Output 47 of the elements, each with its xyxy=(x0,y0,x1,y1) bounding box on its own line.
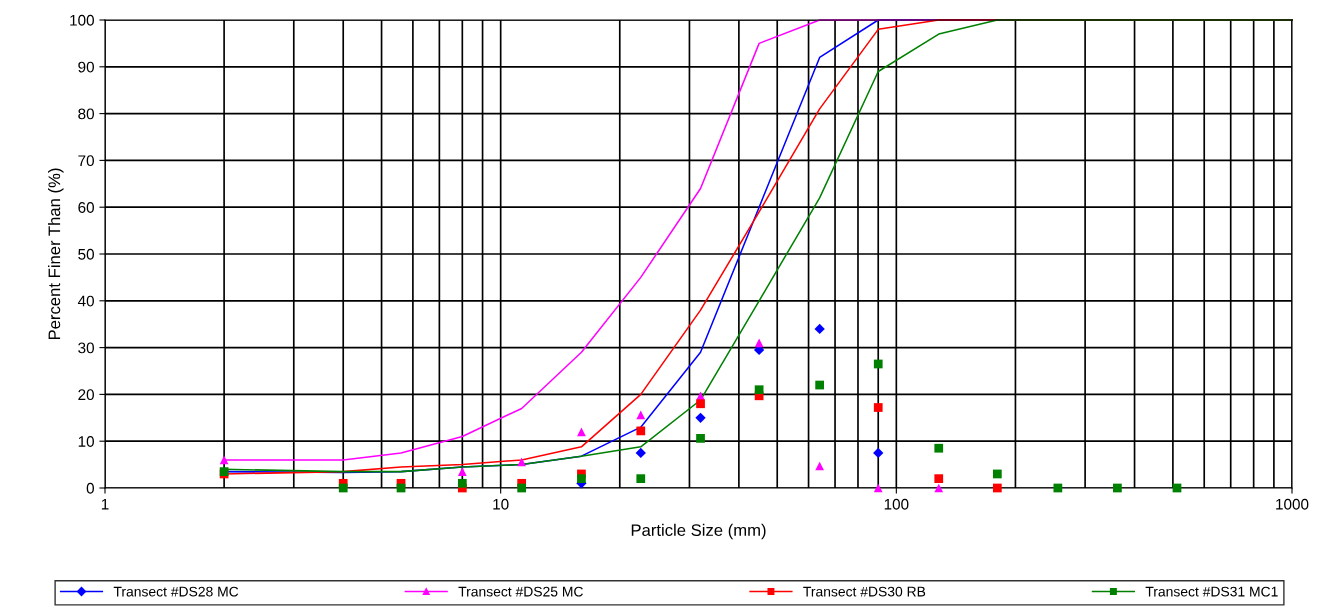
x-tick-label: 100 xyxy=(884,498,909,510)
legend-label: Transect #DS25 MC xyxy=(458,586,583,597)
y-axis-title: Percent Finer Than (%) xyxy=(48,168,64,340)
point xyxy=(1113,483,1122,493)
point xyxy=(636,410,646,420)
point xyxy=(873,403,883,412)
point xyxy=(934,443,944,453)
y-tick-label: 60 xyxy=(78,202,94,213)
point xyxy=(517,483,527,493)
point xyxy=(577,427,586,437)
point xyxy=(457,478,467,488)
point xyxy=(636,474,646,484)
point xyxy=(338,483,348,493)
y-tick-label: 70 xyxy=(78,155,94,167)
y-tick-label: 40 xyxy=(77,295,94,307)
x-tick-label: 10 xyxy=(493,498,509,510)
point xyxy=(992,483,1002,493)
y-tick-label: 10 xyxy=(78,436,94,447)
y-tick-label: 80 xyxy=(78,108,94,120)
point xyxy=(1053,483,1063,493)
point xyxy=(815,380,825,390)
y-tick-label: 0 xyxy=(86,482,94,494)
point xyxy=(815,461,825,471)
y-tick-label: 50 xyxy=(78,248,94,260)
y-tick-label: 30 xyxy=(78,342,94,354)
point xyxy=(754,338,764,348)
point xyxy=(992,469,1002,479)
point xyxy=(457,467,467,476)
point xyxy=(934,483,944,493)
point xyxy=(934,474,944,484)
point xyxy=(754,385,764,395)
legend-label: Transect #DS31 MC1 xyxy=(1145,586,1278,597)
point xyxy=(696,434,705,443)
y-tick-label: 20 xyxy=(78,389,94,401)
point xyxy=(696,399,705,409)
legend-label: Transect #DS30 RB xyxy=(803,586,926,597)
point xyxy=(873,483,883,493)
point xyxy=(577,474,586,484)
x-axis-title: Particle Size (mm) xyxy=(631,523,766,540)
x-tick-label: 1000 xyxy=(1276,498,1309,510)
point xyxy=(636,426,646,436)
y-tick-label: 100 xyxy=(70,14,94,26)
y-tick-label: 90 xyxy=(78,61,94,73)
x-tick-label: 1 xyxy=(101,498,109,510)
point xyxy=(873,359,883,369)
point xyxy=(517,457,527,467)
legend-label: Transect #DS28 MC xyxy=(113,586,239,597)
